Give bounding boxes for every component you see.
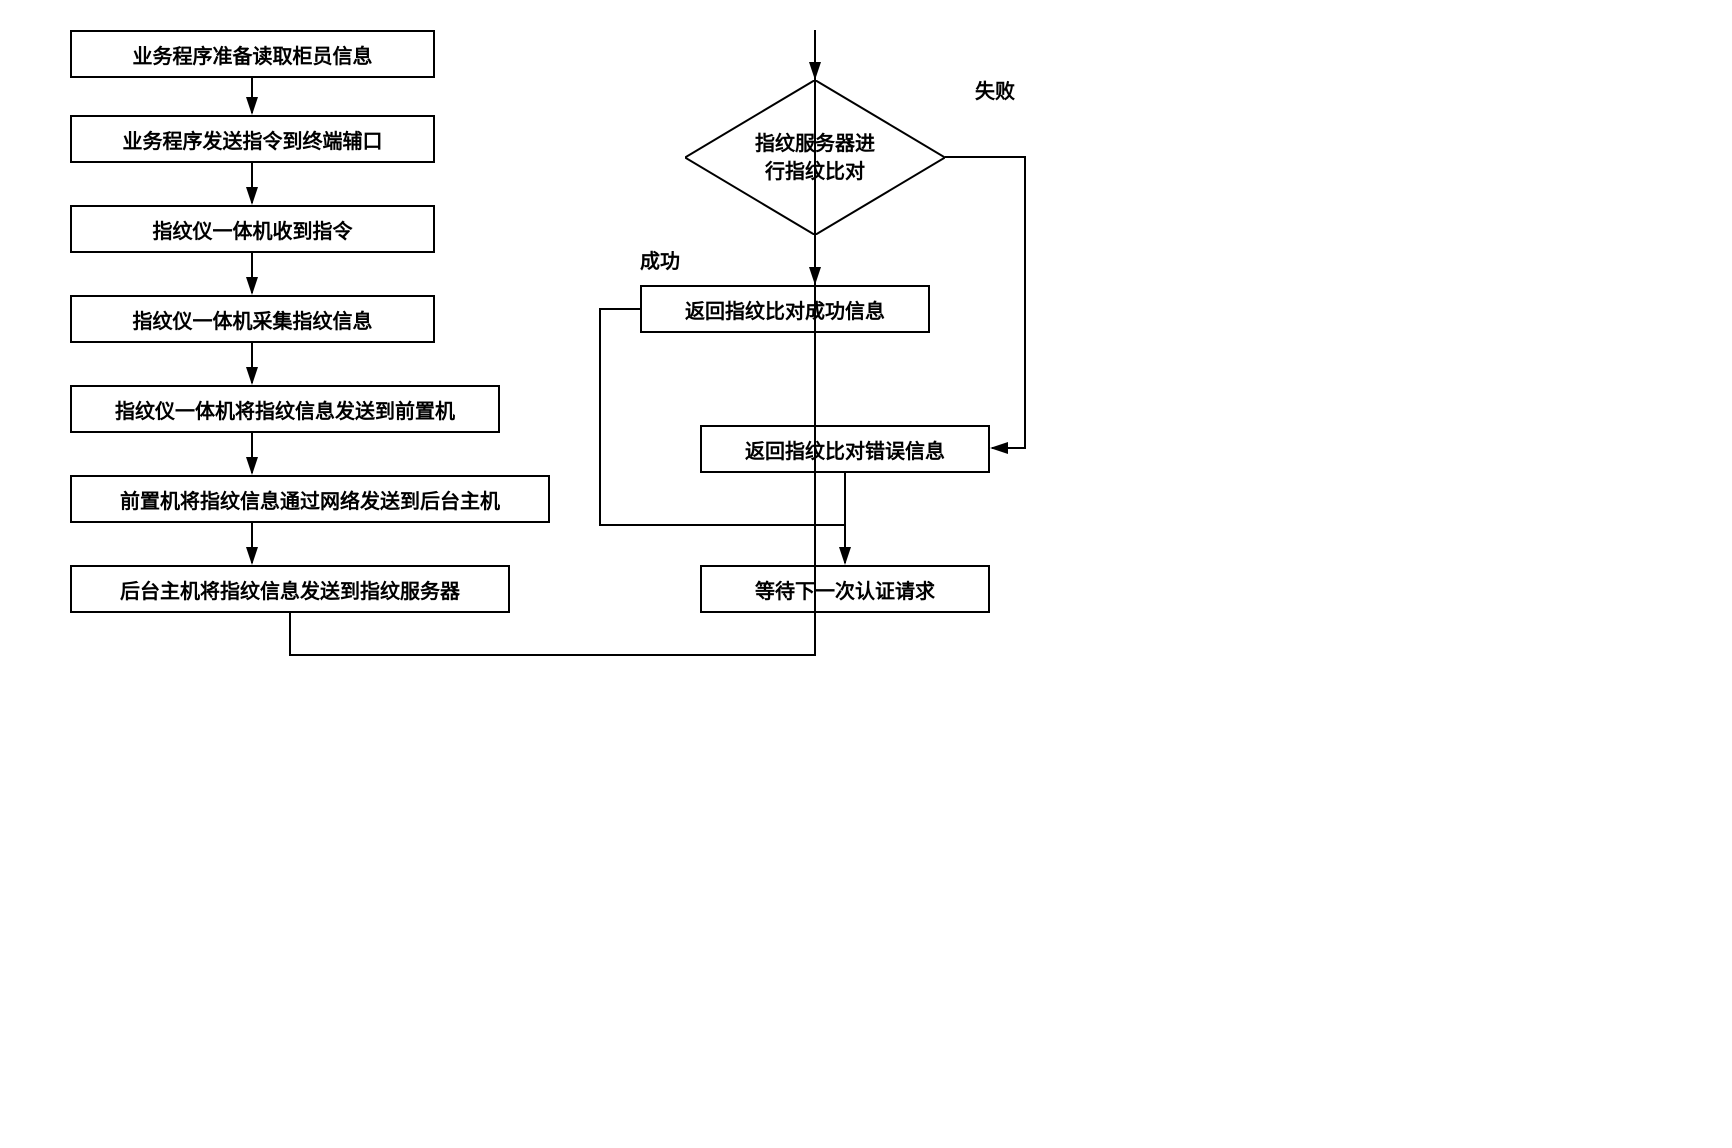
step-5-text: 指纹仪一体机将指纹信息发送到前置机 [115,395,455,424]
decision-text: 指纹服务器进 行指纹比对 [755,130,875,186]
step-3-text: 指纹仪一体机收到指令 [153,215,353,244]
step-2-text: 业务程序发送指令到终端辅口 [123,125,383,154]
step-4-text: 指纹仪一体机采集指纹信息 [133,305,373,334]
step-7-text: 后台主机将指纹信息发送到指纹服务器 [120,575,460,604]
step-2: 业务程序发送指令到终端辅口 [70,115,435,163]
step-1-text: 业务程序准备读取柜员信息 [133,40,373,69]
result-success: 返回指纹比对成功信息 [640,285,930,333]
result-error-text: 返回指纹比对错误信息 [745,435,945,464]
step-4: 指纹仪一体机采集指纹信息 [70,295,435,343]
decision-line1: 指纹服务器进 [755,130,875,158]
result-wait: 等待下一次认证请求 [700,565,990,613]
result-wait-text: 等待下一次认证请求 [755,575,935,604]
label-success: 成功 [640,245,680,274]
step-1: 业务程序准备读取柜员信息 [70,30,435,78]
step-5: 指纹仪一体机将指纹信息发送到前置机 [70,385,500,433]
result-error: 返回指纹比对错误信息 [700,425,990,473]
flowchart-container: 业务程序准备读取柜员信息 业务程序发送指令到终端辅口 指纹仪一体机收到指令 指纹… [20,20,1220,820]
step-6: 前置机将指纹信息通过网络发送到后台主机 [70,475,550,523]
result-success-text: 返回指纹比对成功信息 [685,295,885,324]
step-6-text: 前置机将指纹信息通过网络发送到后台主机 [120,485,500,514]
decision-line2: 行指纹比对 [755,158,875,186]
decision-compare: 指纹服务器进 行指纹比对 [685,80,945,235]
step-3: 指纹仪一体机收到指令 [70,205,435,253]
label-fail: 失败 [975,75,1015,104]
step-7: 后台主机将指纹信息发送到指纹服务器 [70,565,510,613]
